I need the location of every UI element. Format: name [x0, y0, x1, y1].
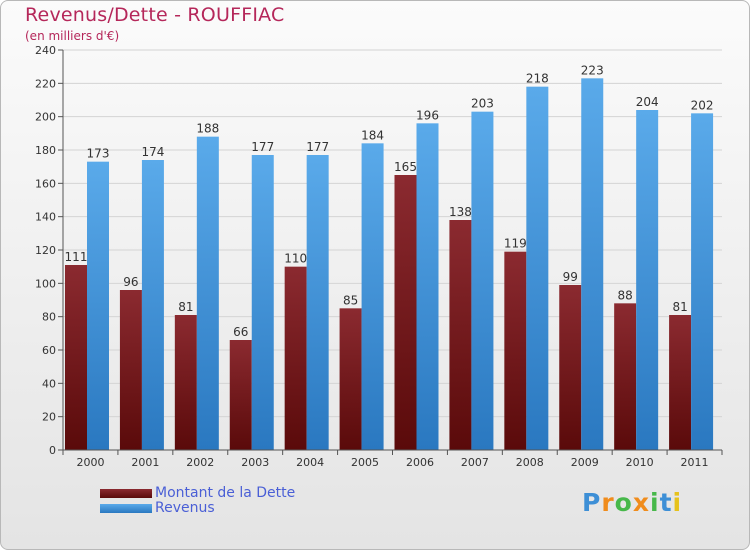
- bar-dette: [229, 340, 252, 450]
- legend-swatch-dette: [100, 489, 152, 498]
- y-tick-label: 40: [42, 377, 56, 390]
- bar-revenus: [691, 113, 714, 450]
- data-label-revenus: 188: [196, 122, 219, 136]
- x-tick-label: 2002: [186, 456, 214, 469]
- bar-revenus: [141, 160, 164, 450]
- bar-dette: [449, 220, 472, 450]
- y-tick-label: 20: [42, 411, 56, 424]
- bar-dette: [559, 285, 582, 450]
- bar-revenus: [361, 143, 384, 451]
- bar-dette: [614, 303, 637, 450]
- data-label-dette: 165: [394, 160, 417, 174]
- axis-layer: 0 20 40 60 80 100 120 140 160 180 200 220 240 2000 111…: [35, 44, 723, 469]
- legend-swatch-revenus: [100, 504, 152, 513]
- y-tick-label: 240: [35, 44, 56, 57]
- data-label-dette: 111: [65, 250, 88, 264]
- bar-revenus: [636, 110, 659, 450]
- x-tick-label: 2011: [681, 456, 709, 469]
- logo-letter: i: [650, 488, 660, 517]
- bar-dette: [65, 265, 87, 450]
- data-label-revenus: 223: [581, 63, 604, 77]
- data-label-revenus: 174: [141, 145, 164, 159]
- x-tick-label: 2004: [296, 456, 324, 469]
- bar-dette: [394, 175, 417, 450]
- y-tick-label: 80: [42, 311, 56, 324]
- bar-revenus: [581, 78, 604, 450]
- data-label-dette: 138: [449, 205, 472, 219]
- data-label-revenus: 196: [416, 108, 439, 122]
- data-label-dette: 110: [284, 252, 307, 266]
- x-tick-label: 2000: [76, 456, 104, 469]
- x-tick-label: 2008: [516, 456, 544, 469]
- data-label-dette: 81: [672, 300, 687, 314]
- data-label-dette: 66: [233, 325, 248, 339]
- data-label-revenus: 218: [526, 72, 549, 86]
- bar-revenus: [87, 161, 109, 450]
- y-tick-label: 220: [35, 77, 56, 90]
- x-tick-label: 2006: [406, 456, 434, 469]
- data-label-revenus: 202: [691, 98, 714, 112]
- y-tick-label: 200: [35, 111, 56, 124]
- y-tick-label: 0: [49, 444, 56, 457]
- bar-revenus: [251, 155, 274, 450]
- data-label-revenus: 203: [471, 97, 494, 111]
- bar-layer: [65, 78, 714, 451]
- logo-letter: o: [614, 488, 633, 517]
- y-tick-label: 180: [35, 144, 56, 157]
- bar-revenus: [471, 111, 494, 451]
- x-tick-label: 2001: [131, 456, 159, 469]
- x-tick-label: 2010: [626, 456, 654, 469]
- legend-label-revenus: Revenus: [155, 500, 215, 516]
- bar-dette: [504, 251, 527, 450]
- y-tick-label: 140: [35, 211, 56, 224]
- logo-letter: i: [672, 488, 683, 517]
- bar-revenus: [526, 86, 549, 451]
- y-tick-label: 60: [42, 344, 56, 357]
- legend-label-dette: Montant de la Dette: [155, 485, 296, 501]
- logo-letter: r: [601, 488, 615, 517]
- data-label-dette: 88: [618, 288, 633, 302]
- data-label-revenus: 177: [251, 140, 274, 154]
- data-label-revenus: 184: [361, 128, 384, 142]
- data-label-dette: 85: [343, 293, 358, 307]
- bar-dette: [339, 308, 362, 450]
- chart-subtitle: (en milliers d'€): [25, 29, 120, 43]
- logo-letter: t: [659, 488, 673, 517]
- bar-dette: [284, 266, 307, 450]
- y-tick-label: 120: [35, 244, 56, 257]
- data-label-revenus: 173: [87, 147, 110, 161]
- bar-dette: [119, 290, 142, 450]
- bar-revenus: [416, 123, 439, 450]
- data-label-dette: 99: [563, 270, 578, 284]
- bar-dette: [669, 315, 692, 450]
- x-tick-label: 2005: [351, 456, 379, 469]
- x-tick-label: 2007: [461, 456, 489, 469]
- chart-title: Revenus/Dette - ROUFFIAC: [25, 4, 285, 26]
- data-label-revenus: 204: [636, 95, 659, 109]
- data-label-dette: 119: [504, 237, 527, 251]
- logo-letter: x: [632, 488, 650, 517]
- y-tick-label: 160: [35, 177, 56, 190]
- bar-revenus: [306, 155, 329, 450]
- data-label-revenus: 177: [306, 140, 329, 154]
- grid-layer: [63, 49, 722, 451]
- proxiti-logo: Proxiti: [582, 488, 682, 517]
- bar-revenus: [196, 136, 219, 450]
- x-tick-label: 2009: [571, 456, 599, 469]
- data-label-dette: 96: [123, 275, 138, 289]
- x-tick-label: 2003: [241, 456, 269, 469]
- logo-letter: P: [582, 488, 602, 517]
- data-label-dette: 81: [178, 300, 193, 314]
- y-tick-label: 100: [35, 277, 56, 290]
- bar-dette: [174, 315, 197, 450]
